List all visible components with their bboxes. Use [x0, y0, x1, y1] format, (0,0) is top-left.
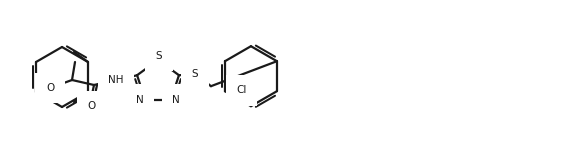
Text: NH: NH — [108, 75, 124, 85]
Text: Cl: Cl — [236, 85, 246, 95]
Text: S: S — [192, 69, 198, 79]
Text: N: N — [172, 95, 180, 105]
Text: O: O — [87, 101, 96, 111]
Text: S: S — [156, 51, 162, 61]
Text: N: N — [136, 95, 144, 105]
Text: O: O — [46, 83, 54, 93]
